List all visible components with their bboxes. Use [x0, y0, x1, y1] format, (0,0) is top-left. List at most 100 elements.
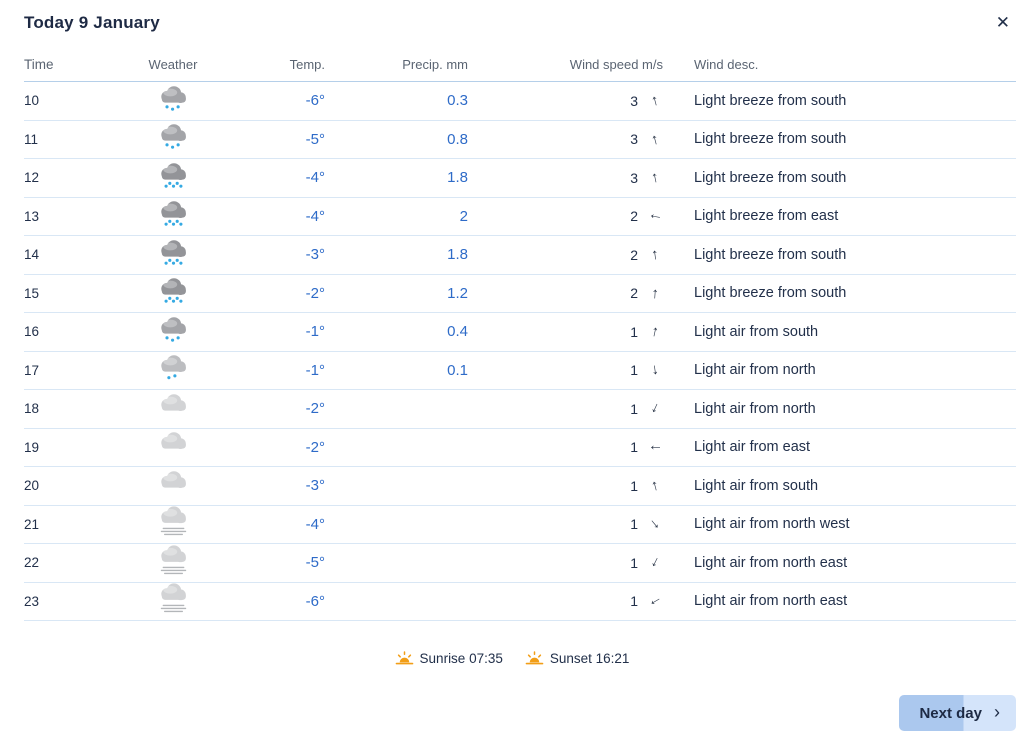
temp-cell: -4°: [305, 169, 325, 187]
wind-desc-cell: Light breeze from south: [694, 285, 847, 302]
table-row: 18 -2° 1 ↑ Light air from north: [24, 390, 1016, 429]
temp-cell: -1°: [305, 361, 325, 379]
temp-cell: -3°: [305, 477, 325, 495]
col-header-weather: Weather: [148, 57, 198, 72]
modal-footer: Next day ›: [0, 695, 1024, 731]
table-body: 10 -6° 0.3 3 ↑ Light breeze from south 1…: [24, 82, 1016, 621]
time-cell: 21: [24, 516, 40, 532]
wind-direction-icon: ↑: [645, 211, 665, 222]
precip-cell: 1.8: [447, 169, 468, 187]
time-cell: 10: [24, 93, 40, 109]
next-day-label: Next day: [919, 704, 982, 722]
wind-speed-cell: 3: [630, 92, 638, 109]
sunset-label: Sunset 16:21: [549, 651, 630, 666]
table-row: 11 -5° 0.8 3 ↑ Light breeze from south: [24, 120, 1016, 159]
wind-desc-cell: Light air from east: [694, 439, 811, 456]
time-cell: 17: [24, 362, 40, 378]
weather-cloudy-icon: [155, 467, 192, 505]
wind-speed-cell: 1: [630, 362, 638, 379]
wind-desc-cell: Light breeze from south: [694, 169, 847, 186]
wind-direction-icon: ↑: [648, 399, 662, 419]
table-row: 16 -1° 0.4 1 ↑ Light air from south: [24, 313, 1016, 352]
precip-cell: 2: [459, 207, 468, 225]
col-header-wind-speed: Wind speed m/s: [569, 57, 663, 72]
precip-cell: 1.2: [447, 284, 468, 302]
time-cell: 12: [24, 170, 40, 186]
table-row: 23 -6° 1 ↑ Light air from north east: [24, 582, 1016, 621]
table-row: 19 -2° 1 ↑ Light air from east: [24, 429, 1016, 467]
weather-light-snow-icon: [155, 120, 192, 158]
wind-direction-icon: ↑: [649, 91, 661, 110]
weather-snow-icon: [155, 274, 192, 312]
temp-cell: -1°: [305, 323, 325, 341]
wind-speed-cell: 1: [630, 439, 638, 456]
close-icon: ✕: [995, 13, 1010, 32]
wind-direction-icon: ↑: [646, 515, 664, 534]
table-row: 17 -1° 0.1 1 ↑ Light air from north: [24, 351, 1016, 390]
sun-times: Sunrise 07:35 Sunset 16:21: [0, 651, 1024, 666]
time-cell: 15: [24, 285, 40, 301]
col-header-precip: Precip. mm: [402, 57, 468, 72]
temp-cell: -4°: [305, 207, 325, 225]
sunrise-icon: [395, 651, 413, 665]
weather-fog-icon: [155, 582, 192, 620]
col-header-time: Time: [24, 57, 54, 72]
time-cell: 20: [24, 478, 40, 494]
precip-cell: 0.1: [447, 361, 468, 379]
wind-speed-cell: 3: [630, 131, 638, 148]
weather-very-light-snow-icon: [155, 351, 192, 389]
table-row: 21 -4° 1 ↑ Light air from north west: [24, 506, 1016, 544]
time-cell: 14: [24, 247, 40, 263]
temp-cell: -2°: [305, 438, 325, 456]
wind-desc-cell: Light air from north: [694, 362, 816, 379]
table-row: 12 -4° 1.8 3 ↑ Light breeze from south: [24, 159, 1016, 198]
temp-cell: -5°: [305, 130, 325, 148]
table-row: 15 -2° 1.2 2 ↑ Light breeze from south: [24, 274, 1016, 313]
wind-desc-cell: Light breeze from east: [694, 208, 839, 225]
wind-desc-cell: Light air from north west: [694, 516, 850, 533]
wind-direction-icon: ↑: [646, 443, 664, 452]
wind-speed-cell: 1: [630, 400, 638, 417]
sunrise-label: Sunrise 07:35: [419, 651, 503, 666]
wind-speed-cell: 2: [630, 246, 638, 263]
wind-speed-cell: 1: [630, 477, 638, 494]
wind-desc-cell: Light breeze from south: [694, 246, 847, 263]
time-cell: 23: [24, 593, 40, 609]
wind-direction-icon: ↑: [649, 322, 661, 341]
temp-cell: -5°: [305, 554, 325, 572]
weather-light-snow-icon: [155, 82, 192, 120]
weather-snow-icon: [155, 236, 192, 274]
precip-cell: 0.3: [447, 92, 468, 110]
wind-desc-cell: Light air from south: [694, 477, 819, 494]
table-header-row: Time Weather Temp. Precip. mm Wind speed…: [24, 33, 1016, 82]
wind-speed-cell: 3: [630, 169, 638, 186]
time-cell: 11: [24, 131, 39, 147]
weather-light-snow-icon: [155, 313, 192, 351]
page-title: Today 9 January: [24, 13, 160, 32]
forecast-table: Time Weather Temp. Precip. mm Wind speed…: [24, 33, 1016, 621]
precip-cell: 1.8: [447, 246, 468, 264]
table-row: 13 -4° 2 2 ↑ Light breeze from east: [24, 198, 1016, 236]
wind-direction-icon: ↑: [649, 168, 661, 187]
temp-cell: -2°: [305, 400, 325, 418]
time-cell: 13: [24, 208, 40, 224]
temp-cell: -4°: [305, 515, 325, 533]
modal-header: Today 9 January ✕: [0, 0, 1024, 33]
weather-cloudy-icon: [155, 390, 192, 428]
wind-speed-cell: 1: [630, 593, 638, 610]
wind-direction-icon: ↑: [649, 130, 661, 149]
wind-direction-icon: ↑: [650, 361, 660, 380]
wind-direction-icon: ↑: [645, 593, 665, 609]
col-header-wind-desc: Wind desc.: [694, 57, 759, 72]
precip-cell: 0.4: [447, 323, 468, 341]
sunset-icon: [525, 651, 544, 665]
next-day-button[interactable]: Next day ›: [899, 695, 1016, 731]
temp-cell: -2°: [305, 284, 325, 302]
close-button[interactable]: ✕: [992, 12, 1014, 33]
wind-desc-cell: Light air from north: [694, 400, 816, 417]
precip-cell: 0.8: [447, 130, 468, 148]
weather-snow-icon: [155, 159, 192, 197]
time-cell: 19: [24, 439, 40, 455]
sunset-item: Sunset 16:21: [525, 651, 630, 666]
